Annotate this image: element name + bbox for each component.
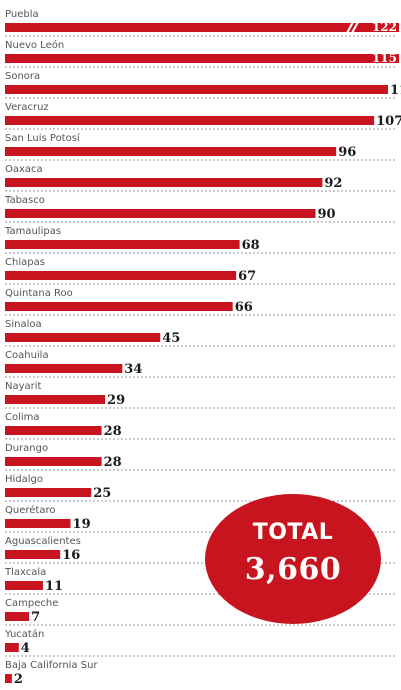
- value-label-sonora: 111: [390, 83, 401, 98]
- state-label-queretaro: Querétaro: [5, 504, 55, 516]
- state-label-veracruz: Veracruz: [5, 102, 49, 113]
- bar-veracruz: [5, 116, 375, 125]
- state-label-chiapas: Chiapas: [5, 257, 45, 268]
- total-value: 3,660: [244, 552, 342, 587]
- state-label-colima: Colima: [5, 412, 40, 423]
- state-label-puebla: Puebla: [5, 9, 39, 20]
- bar-aguascalientes: [5, 550, 61, 559]
- bar-oaxaca: [5, 178, 323, 187]
- state-label-aguascalientes: Aguascalientes: [5, 536, 81, 547]
- bar-puebla: [5, 23, 399, 32]
- bar-hidalgo: [5, 488, 92, 497]
- bar-queretaro: [5, 519, 71, 528]
- value-label-campeche: 7: [31, 610, 40, 625]
- value-label-yucatan: 4: [21, 641, 30, 656]
- state-label-yucatan: Yucatán: [4, 628, 44, 640]
- value-label-chiapas: 67: [238, 269, 256, 284]
- axis-break-mark: [346, 21, 359, 34]
- value-label-aguascalientes: 16: [62, 548, 80, 563]
- value-label-durango: 28: [104, 455, 122, 470]
- state-label-campeche: Campeche: [5, 598, 58, 609]
- state-label-oaxaca: Oaxaca: [5, 164, 43, 175]
- state-label-tabasco: Tabasco: [4, 195, 45, 206]
- total-badge: TOTAL 3,660: [205, 494, 381, 624]
- state-label-tlaxcala: Tlaxcala: [4, 567, 46, 578]
- bar-nuevo-leon: [5, 54, 399, 63]
- state-label-san-luis-potosi: San Luis Potosí: [5, 132, 81, 144]
- bar-sonora: [5, 85, 388, 94]
- state-label-nuevo-leon: Nuevo León: [5, 39, 64, 51]
- state-label-nayarit: Nayarit: [5, 381, 42, 392]
- value-label-sinaloa: 45: [162, 331, 180, 346]
- value-label-nuevo-leon: 115: [372, 51, 397, 65]
- state-label-hidalgo: Hidalgo: [5, 474, 43, 485]
- state-label-sonora: Sonora: [5, 71, 40, 82]
- value-label-puebla: 122: [372, 20, 397, 34]
- bar-tabasco: [5, 209, 316, 218]
- bar-chiapas: [5, 271, 237, 280]
- value-label-hidalgo: 25: [93, 486, 111, 501]
- value-label-tamaulipas: 68: [242, 238, 260, 253]
- bar-colima: [5, 426, 102, 435]
- state-label-tamaulipas: Tamaulipas: [4, 226, 61, 237]
- value-label-oaxaca: 92: [324, 176, 342, 191]
- bar-yucatan: [5, 643, 19, 652]
- value-label-san-luis-potosi: 96: [338, 145, 356, 160]
- state-label-coahuila: Coahuila: [5, 350, 49, 361]
- bar-tlaxcala: [5, 581, 43, 590]
- bar-durango: [5, 457, 102, 466]
- bar-campeche: [5, 612, 30, 621]
- state-label-sinaloa: Sinaloa: [5, 319, 42, 330]
- value-label-quintana-roo: 66: [235, 300, 253, 315]
- value-label-baja-california-sur: 2: [14, 672, 23, 687]
- value-label-tlaxcala: 11: [45, 579, 63, 594]
- state-label-baja-california-sur: Baja California Sur: [5, 660, 98, 671]
- bar-baja-california-sur: [5, 674, 12, 683]
- state-label-durango: Durango: [5, 443, 48, 454]
- bar-tamaulipas: [5, 240, 240, 249]
- bar-nayarit: [5, 395, 106, 404]
- bar-coahuila: [5, 364, 123, 373]
- bar-sinaloa: [5, 333, 161, 342]
- value-label-veracruz: 107: [376, 114, 401, 129]
- state-label-quintana-roo: Quintana Roo: [5, 288, 73, 299]
- value-label-nayarit: 29: [107, 393, 125, 408]
- value-label-coahuila: 34: [124, 362, 142, 377]
- value-label-colima: 28: [104, 424, 122, 439]
- value-label-queretaro: 19: [73, 517, 91, 532]
- bar-quintana-roo: [5, 302, 233, 311]
- value-label-tabasco: 90: [318, 207, 336, 222]
- total-label: TOTAL: [252, 520, 334, 545]
- bar-san-luis-potosi: [5, 147, 337, 156]
